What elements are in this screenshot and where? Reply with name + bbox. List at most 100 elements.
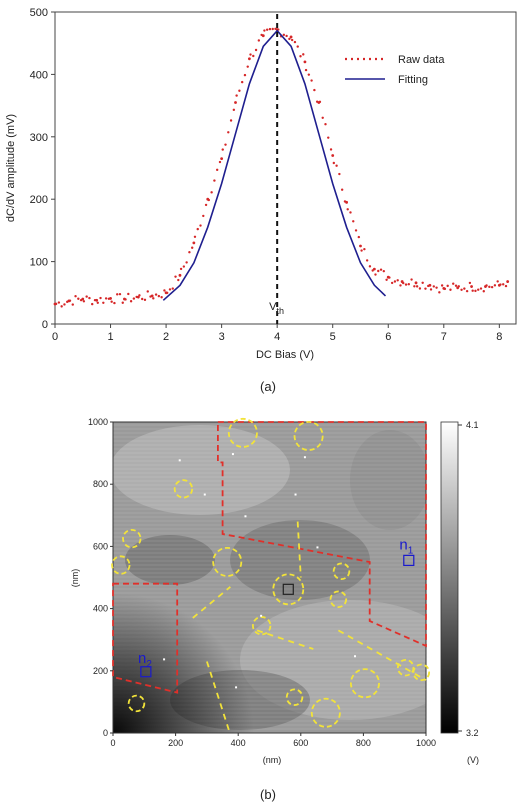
raw-data-dot xyxy=(124,298,127,301)
raw-data-dot xyxy=(196,227,199,231)
raw-data-dot xyxy=(141,297,144,301)
raw-data-dot xyxy=(110,300,113,303)
raw-data-dot xyxy=(340,188,344,191)
raw-data-dot xyxy=(424,287,427,290)
raw-data-dot xyxy=(146,290,149,293)
raw-data-dot xyxy=(404,283,408,286)
raw-data-dot xyxy=(399,284,402,287)
b-ytick-label: 800 xyxy=(93,479,108,489)
raw-data-dot xyxy=(299,55,302,58)
raw-data-dot xyxy=(296,45,299,48)
panel-b-caption: (b) xyxy=(260,787,276,802)
raw-data-dot xyxy=(477,288,480,291)
raw-data-dot xyxy=(54,302,58,306)
raw-data-dot xyxy=(249,53,252,56)
raw-data-dot xyxy=(207,198,211,202)
raw-data-dot xyxy=(446,284,449,288)
raw-data-dot xyxy=(274,27,277,31)
raw-data-dot xyxy=(238,89,241,92)
yellow-circle-marker xyxy=(212,546,243,577)
raw-data-dot xyxy=(190,246,194,249)
raw-data-dot xyxy=(402,281,405,285)
panel-b-xlabel: (nm) xyxy=(263,755,282,765)
raw-data-dot xyxy=(413,285,416,288)
raw-data-dot xyxy=(246,65,249,68)
raw-data-dot xyxy=(215,168,219,172)
b-xtick-label: 600 xyxy=(293,738,308,748)
a-ytick-label: 200 xyxy=(30,194,48,206)
label-n2: n2 xyxy=(138,650,152,670)
raw-data-dot xyxy=(293,40,297,44)
raw-data-dot xyxy=(432,285,435,288)
raw-data-dot xyxy=(346,208,349,211)
yellow-circle-marker xyxy=(310,697,341,728)
raw-data-dot xyxy=(502,283,505,286)
yellow-dashed-line xyxy=(256,629,314,650)
raw-data-dot xyxy=(127,292,130,296)
square-marker-n1 xyxy=(403,554,415,566)
yellow-circle-marker xyxy=(332,562,351,581)
raw-data-point xyxy=(234,101,237,104)
raw-data-dot xyxy=(99,296,102,300)
raw-data-dot xyxy=(363,247,366,251)
yellow-circle-marker xyxy=(127,694,146,713)
raw-data-dot xyxy=(338,172,341,176)
raw-data-dot xyxy=(243,73,247,77)
raw-data-dot xyxy=(454,284,458,287)
raw-data-point xyxy=(359,244,362,248)
raw-data-dot xyxy=(160,296,163,299)
raw-data-dot xyxy=(138,294,141,297)
raw-data-dot xyxy=(254,48,258,52)
raw-data-dot xyxy=(307,73,311,76)
yellow-circle-marker xyxy=(293,421,324,451)
raw-data-dot xyxy=(113,301,116,305)
raw-data-dot xyxy=(182,265,186,268)
b-xtick-label: 1000 xyxy=(416,738,436,748)
a-xtick-label: 4 xyxy=(274,331,280,343)
raw-data-dot xyxy=(463,287,466,290)
raw-data-dot xyxy=(202,214,205,218)
raw-data-dot xyxy=(132,297,136,300)
red-dashed-region xyxy=(112,582,179,694)
raw-data-dot xyxy=(496,280,499,283)
raw-data-dot xyxy=(360,249,363,252)
raw-data-dot xyxy=(204,203,208,207)
raw-data-dot xyxy=(232,108,236,112)
raw-data-dot xyxy=(429,288,433,291)
raw-data-dot xyxy=(268,27,272,31)
raw-data-dot xyxy=(263,29,266,32)
yellow-circle-marker xyxy=(412,663,431,682)
raw-data-dot xyxy=(282,33,286,37)
bright-speck xyxy=(231,453,234,456)
raw-data-dot xyxy=(157,294,161,298)
raw-data-dot xyxy=(357,235,361,239)
a-xtick-label: 5 xyxy=(330,331,336,343)
raw-data-point xyxy=(414,281,418,285)
raw-data-dot xyxy=(365,259,369,262)
square-marker-n2 xyxy=(140,666,152,678)
panel-a-chart: 0 100 200 300 400 500 0 1 2 3 4 5 6 7 8 Vth Raw data … xyxy=(5,7,517,394)
raw-data-dot xyxy=(171,287,174,290)
raw-data-dot xyxy=(188,251,191,254)
yellow-dashed-line xyxy=(296,521,302,578)
raw-data-dot xyxy=(435,286,438,289)
raw-data-dot xyxy=(85,295,88,298)
raw-data-dot xyxy=(235,94,238,97)
heatmap-image xyxy=(113,422,426,733)
b-ytick-label: 400 xyxy=(93,604,108,614)
raw-data-dot xyxy=(410,278,413,281)
square-marker-center xyxy=(282,583,294,595)
raw-data-dot xyxy=(271,27,274,31)
raw-data-dot xyxy=(329,148,333,151)
raw-data-dot xyxy=(154,293,158,296)
raw-data-dot xyxy=(74,295,77,298)
raw-data-dot xyxy=(165,291,169,295)
bright-speck xyxy=(316,546,319,549)
raw-data-dot xyxy=(265,28,269,31)
raw-data-dot xyxy=(313,88,316,92)
raw-data-dot xyxy=(93,298,97,302)
raw-data-dot xyxy=(77,297,80,300)
raw-data-dot xyxy=(315,100,319,103)
a-ytick-label: 500 xyxy=(30,7,48,19)
raw-data-dot xyxy=(185,261,188,264)
